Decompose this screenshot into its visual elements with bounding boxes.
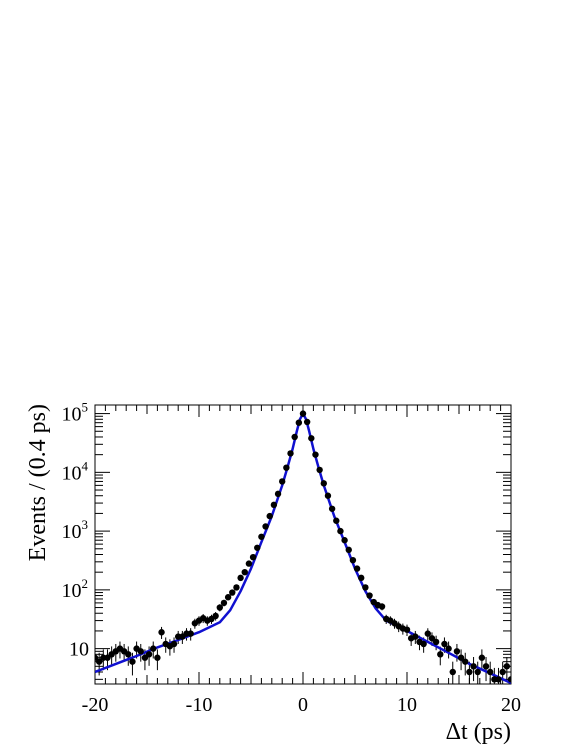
data-point <box>262 523 269 530</box>
data-point <box>507 676 511 683</box>
data-point <box>125 651 132 658</box>
data-point <box>441 640 448 648</box>
x-tick-label: -20 <box>82 694 109 716</box>
data-point <box>279 478 286 485</box>
data-point <box>245 560 253 567</box>
x-tick-label: -10 <box>186 694 213 716</box>
y-axis-label: Events / (0.4 ps) <box>25 404 51 561</box>
data-point <box>324 492 332 499</box>
data-point <box>487 668 494 676</box>
data-point <box>187 630 194 637</box>
data-point <box>266 512 273 520</box>
y-tick-label: 103 <box>62 517 89 543</box>
data-point <box>145 651 153 658</box>
data-point <box>303 418 311 426</box>
x-tick-label: 0 <box>298 694 308 716</box>
data-point <box>241 568 248 576</box>
data-point <box>353 565 361 572</box>
data-point <box>453 648 461 655</box>
data-point <box>258 533 265 540</box>
data-point <box>428 635 436 642</box>
data-point <box>170 640 178 648</box>
data-point <box>420 640 427 648</box>
data-point <box>150 645 157 652</box>
data-point <box>295 419 303 426</box>
data-point <box>349 556 357 564</box>
data-point <box>287 450 294 457</box>
y-tick-label: 104 <box>62 458 89 484</box>
data-point <box>274 490 282 498</box>
y-tick-label: 105 <box>62 400 89 426</box>
plot-area: -20 -10 0 10 20 10 102 103 104 105 <box>62 400 522 716</box>
data-point <box>299 410 307 417</box>
x-tick-label: 10 <box>397 694 417 716</box>
data-point <box>445 645 452 652</box>
data-point <box>462 658 469 665</box>
data-point <box>254 544 261 551</box>
plot-contents <box>95 410 511 684</box>
data-point <box>337 527 344 535</box>
data-point <box>403 626 411 633</box>
data-point <box>137 648 144 655</box>
data-point <box>158 629 165 636</box>
data-point <box>345 546 352 554</box>
data-point <box>316 466 323 474</box>
data-point <box>358 574 365 582</box>
data-point <box>291 433 298 441</box>
data-point <box>312 451 319 458</box>
data-point <box>229 589 236 596</box>
data-point <box>366 592 373 599</box>
data-point <box>129 658 136 665</box>
data-point <box>154 654 161 661</box>
data-point <box>212 612 219 620</box>
data-point <box>283 464 290 471</box>
data-point <box>308 435 315 442</box>
x-axis-label: Δt (ps) <box>446 719 511 745</box>
data-point <box>378 603 386 610</box>
data-point <box>503 663 511 670</box>
data-point <box>478 654 486 661</box>
data-point <box>495 676 502 683</box>
data-point <box>412 633 419 640</box>
data-point <box>449 668 456 676</box>
data-point <box>499 668 506 676</box>
data-point <box>320 480 327 487</box>
data-point <box>216 604 223 611</box>
data-point <box>470 663 477 670</box>
data-point <box>424 630 431 637</box>
data-point <box>328 505 336 512</box>
data-point <box>482 663 490 670</box>
y-tick-label: 102 <box>62 576 89 602</box>
data-point <box>220 599 228 607</box>
data-point <box>237 574 244 582</box>
data-point <box>466 668 473 676</box>
data-point <box>437 651 444 658</box>
data-point <box>224 594 232 601</box>
data-point <box>95 658 103 665</box>
data-point <box>432 638 440 646</box>
data-point <box>233 584 240 591</box>
data-point <box>457 654 465 661</box>
data-point <box>270 501 278 509</box>
data-point <box>249 553 257 561</box>
data-point <box>362 584 369 591</box>
data-point <box>474 668 481 676</box>
data-point <box>341 537 348 544</box>
y-tick-label: 10 <box>69 639 89 661</box>
x-tick-label: 20 <box>501 694 521 716</box>
data-point <box>333 517 340 524</box>
